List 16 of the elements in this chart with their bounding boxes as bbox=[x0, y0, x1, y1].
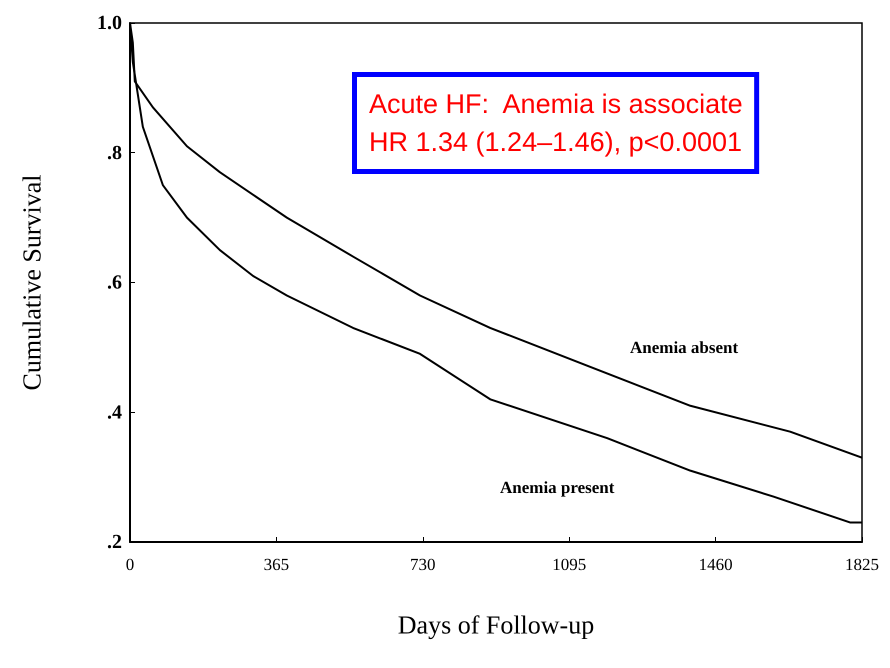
x-tick-label: 1825 bbox=[845, 555, 879, 574]
y-tick-label: 1.0 bbox=[97, 12, 122, 34]
y-axis-title: Cumulative Survival bbox=[18, 174, 46, 390]
text: Anemia present bbox=[500, 478, 615, 498]
x-axis-title: Days of Follow-up bbox=[398, 610, 594, 640]
x-tick-label: 1460 bbox=[698, 555, 733, 574]
x-tick-label: 365 bbox=[264, 555, 290, 574]
y-tick-label: .4 bbox=[107, 401, 122, 424]
y-tick-label: .8 bbox=[107, 142, 122, 164]
x-tick-label: 0 bbox=[126, 555, 134, 574]
y-tick-label: .2 bbox=[107, 531, 122, 553]
x-tick-label: 730 bbox=[410, 555, 436, 574]
x-tick-label: 1095 bbox=[552, 555, 586, 574]
series-label: Anemia absent bbox=[630, 338, 738, 358]
annotation: Acute HF: Anemia is associate HR 1.34 (1.24–1.46), p<0.0001 bbox=[369, 89, 743, 157]
y-tick-label: .6 bbox=[107, 272, 122, 294]
